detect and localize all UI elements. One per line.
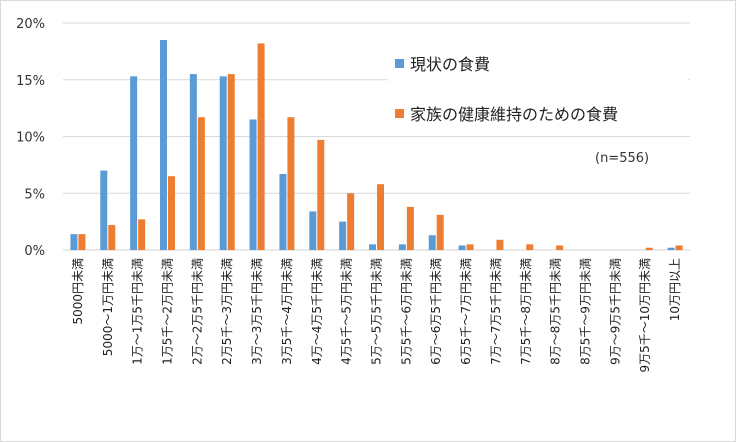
bar-current (428, 235, 436, 250)
bar-health (496, 239, 504, 250)
bar-health (645, 247, 653, 250)
bar-health (287, 117, 295, 250)
x-tick-label: 1万～1万5千円未満 (131, 258, 145, 365)
bar-health (168, 176, 175, 250)
x-tick-label: 6万5千～7万円未満 (459, 258, 473, 365)
x-tick-label: 9万5千～10万円未満 (638, 258, 652, 373)
sample-size-annotation: (n=556) (595, 151, 649, 166)
x-tick-label: 1万5千～2万円未満 (161, 258, 175, 365)
x-tick-label: 9万～9万5千円未満 (608, 258, 622, 365)
bar-health (197, 117, 205, 250)
y-tick-label: 5% (24, 187, 45, 202)
bar-current (279, 173, 287, 250)
x-tick-label: 6万～6万5千円未満 (429, 258, 443, 365)
bar-health (436, 214, 444, 250)
bar-health (317, 139, 325, 250)
bar-health (526, 244, 534, 250)
y-tick-label: 20% (16, 17, 45, 32)
bar-health (556, 245, 564, 250)
bar-health (675, 245, 683, 250)
bar-current (249, 119, 257, 250)
x-tick-label: 5000～1万円未満 (101, 258, 115, 356)
x-tick-label: 7万～7万5千円未満 (489, 258, 503, 365)
bar-health (78, 234, 86, 250)
legend-background (388, 42, 688, 132)
x-tick-label: 8万5千～9万円未満 (579, 258, 593, 365)
bar-health (347, 193, 355, 250)
bar-health (138, 219, 146, 250)
legend-label: 家族の健康維持のための食費 (410, 105, 618, 124)
x-tick-label: 2万～2万5千円未満 (190, 258, 204, 365)
legend-swatch (395, 109, 404, 118)
bar-health (377, 184, 384, 250)
x-tick-label: 5万～5万5千円未満 (370, 258, 384, 365)
legend-label: 現状の食費 (410, 55, 490, 74)
x-tick-label: 5000円未満 (71, 258, 85, 325)
x-tick-label: 10万円以上 (668, 258, 682, 321)
bar-current (369, 244, 376, 250)
bar-current (130, 76, 138, 250)
x-tick-label: 5万5千～6万円未満 (399, 258, 413, 365)
bar-current (219, 76, 227, 250)
x-tick-label: 3万～3万5千円未満 (250, 258, 264, 365)
bar-health (108, 225, 116, 250)
x-tick-label: 2万5千～3万円未満 (220, 258, 234, 365)
bar-health (466, 244, 474, 250)
bar-current (189, 74, 197, 250)
legend-swatch (395, 59, 404, 68)
bar-current (70, 234, 78, 250)
x-tick-label: 4万5千～5万円未満 (340, 258, 354, 365)
y-tick-label: 10% (16, 131, 45, 146)
x-tick-label: 7万5千～8万円未満 (519, 258, 533, 365)
x-tick-label: 3万5千～4万円未満 (280, 258, 294, 365)
bar-current (100, 170, 108, 250)
bar-current (398, 244, 406, 250)
bar-current (339, 221, 347, 250)
bar-current (309, 211, 317, 250)
bar-health (257, 43, 265, 251)
bar-health (406, 206, 414, 250)
x-tick-label: 8万～8万5千円未満 (549, 258, 563, 365)
bar-current (160, 40, 167, 251)
bar-current (667, 247, 675, 250)
y-tick-label: 0% (24, 244, 45, 259)
x-tick-label: 4万～4万5千円未満 (310, 258, 324, 365)
y-tick-label: 15% (16, 74, 45, 89)
bar-health (227, 74, 235, 250)
bar-current (458, 245, 466, 250)
